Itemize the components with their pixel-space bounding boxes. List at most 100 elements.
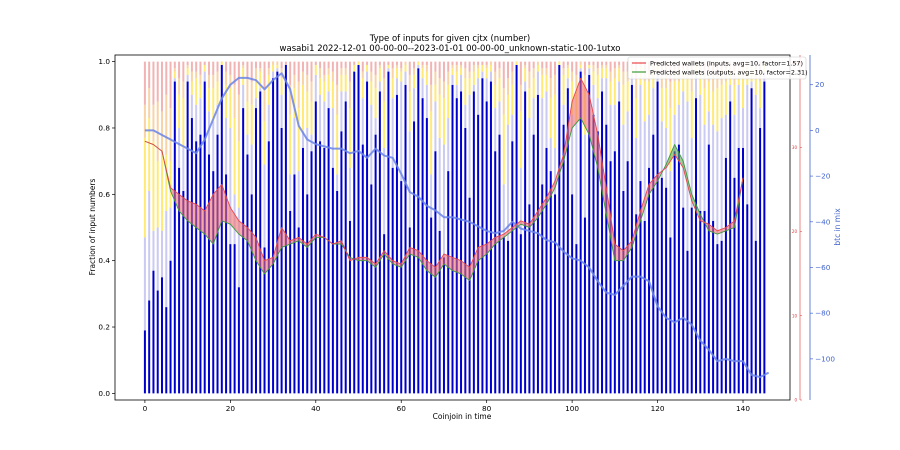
bar-remixed-41 (319, 94, 322, 142)
wallets-fill-segment-14 (264, 257, 274, 274)
bar-fresh-37 (301, 147, 304, 394)
bar-orange-34 (289, 84, 292, 115)
bar-yellow-140 (742, 78, 745, 109)
bar-pink-89 (524, 61, 527, 65)
bar-fresh-52 (366, 81, 369, 394)
bar-orange-46 (340, 68, 343, 75)
bar-yellow-111 (618, 68, 621, 82)
bar-yellow-35 (293, 88, 296, 119)
bar-pink-26 (254, 61, 257, 69)
bar-remixed-100 (571, 114, 574, 195)
bar-orange-26 (254, 68, 257, 79)
bar-yellow-50 (357, 61, 360, 65)
bar-remixed-85 (507, 124, 510, 241)
wallets-fill-segment-45 (529, 210, 538, 228)
bar-yellow-48 (348, 108, 351, 168)
wallets-fill-segment-34 (435, 254, 444, 278)
bar-yellow-105 (592, 71, 595, 85)
bar-fresh-47 (344, 101, 347, 394)
wallets-fill-segment-67 (717, 227, 726, 235)
bar-pink-15 (207, 61, 210, 75)
bar-pink-6 (169, 61, 172, 109)
bar-fresh-81 (489, 81, 492, 394)
bar-yellow-67 (430, 111, 433, 175)
bar-yellow-60 (400, 71, 403, 82)
bar-pink-80 (485, 61, 488, 65)
bar-fresh-108 (605, 124, 608, 394)
bar-remixed-123 (669, 171, 672, 238)
bar-yellow-100 (571, 81, 574, 115)
bar-yellow-99 (566, 68, 569, 79)
bar-orange-61 (404, 61, 407, 65)
bar-pink-1 (148, 61, 151, 89)
axes-layer: 0204060801001201400.00.20.40.60.81.04030… (98, 54, 835, 413)
bar-orange-75 (464, 68, 467, 79)
wallets-fill-segment-50 (572, 78, 581, 128)
bar-orange-109 (609, 71, 612, 82)
bar-remixed-98 (562, 104, 565, 125)
bar-fresh-16 (212, 171, 215, 394)
bar-yellow-22 (237, 141, 240, 208)
bar-remixed-129 (695, 74, 698, 99)
bar-remixed-110 (613, 104, 616, 152)
bar-fresh-138 (733, 177, 736, 394)
bar-yellow-121 (660, 88, 663, 122)
bar-yellow-16 (212, 88, 215, 122)
bar-yellow-95 (549, 98, 552, 138)
bar-remixed-74 (460, 74, 463, 92)
bar-pink-101 (575, 61, 578, 75)
bar-orange-45 (336, 84, 339, 115)
bar-fresh-126 (682, 207, 685, 394)
bar-fresh-136 (724, 157, 727, 394)
bar-remixed-48 (348, 167, 351, 221)
bar-pink-67 (430, 61, 433, 85)
bar-pink-99 (566, 61, 569, 65)
wallets-fill-segment-19 (307, 234, 316, 248)
bar-remixed-114 (630, 74, 633, 85)
bar-pink-108 (605, 61, 608, 65)
bar-yellow-122 (665, 88, 668, 128)
wallets-fill-segment-8 (213, 184, 222, 245)
bar-fresh-102 (579, 71, 582, 394)
bar-fresh-6 (169, 260, 172, 394)
bar-yellow-56 (383, 101, 386, 148)
bar-fresh-85 (507, 240, 510, 394)
bar-orange-111 (618, 64, 621, 69)
wallets-fill-segment-25 (358, 257, 368, 261)
bar-pink-105 (592, 61, 595, 65)
bar-remixed-112 (622, 124, 625, 192)
bar-yellow-108 (605, 68, 608, 79)
bar-orange-25 (250, 81, 253, 105)
bar-fresh-60 (400, 181, 403, 394)
bar-yellow-69 (438, 94, 441, 138)
bar-pink-84 (502, 61, 505, 89)
bar-remixed-24 (246, 134, 249, 155)
bar-orange-36 (297, 81, 300, 109)
bar-yellow-125 (677, 81, 680, 105)
bar-fresh-97 (558, 64, 561, 394)
wallets-fill-segment-41 (495, 234, 504, 245)
bar-fresh-94 (545, 147, 548, 394)
bar-remixed-30 (272, 71, 275, 79)
bar-pink-34 (289, 61, 292, 85)
bar-fresh-101 (575, 244, 578, 394)
bar-fresh-89 (524, 91, 527, 394)
bar-remixed-143 (754, 94, 757, 241)
x-tick-label-7: 140 (736, 404, 750, 413)
bar-yellow-74 (460, 68, 463, 75)
bar-remixed-46 (340, 91, 343, 132)
bar-remixed-44 (331, 108, 334, 168)
bar-pink-10 (186, 61, 189, 65)
bar-remixed-107 (601, 78, 604, 92)
bar-orange-72 (451, 64, 454, 69)
wallets-fill-segment-16 (281, 227, 291, 248)
bar-remixed-132 (707, 111, 710, 145)
bar-remixed-32 (280, 94, 283, 128)
bar-pink-83 (498, 61, 501, 69)
bar-yellow-10 (186, 68, 189, 75)
bar-pink-74 (460, 61, 463, 65)
bar-fresh-74 (460, 91, 463, 394)
bar-remixed-26 (254, 98, 257, 109)
bar-fresh-4 (160, 277, 163, 394)
